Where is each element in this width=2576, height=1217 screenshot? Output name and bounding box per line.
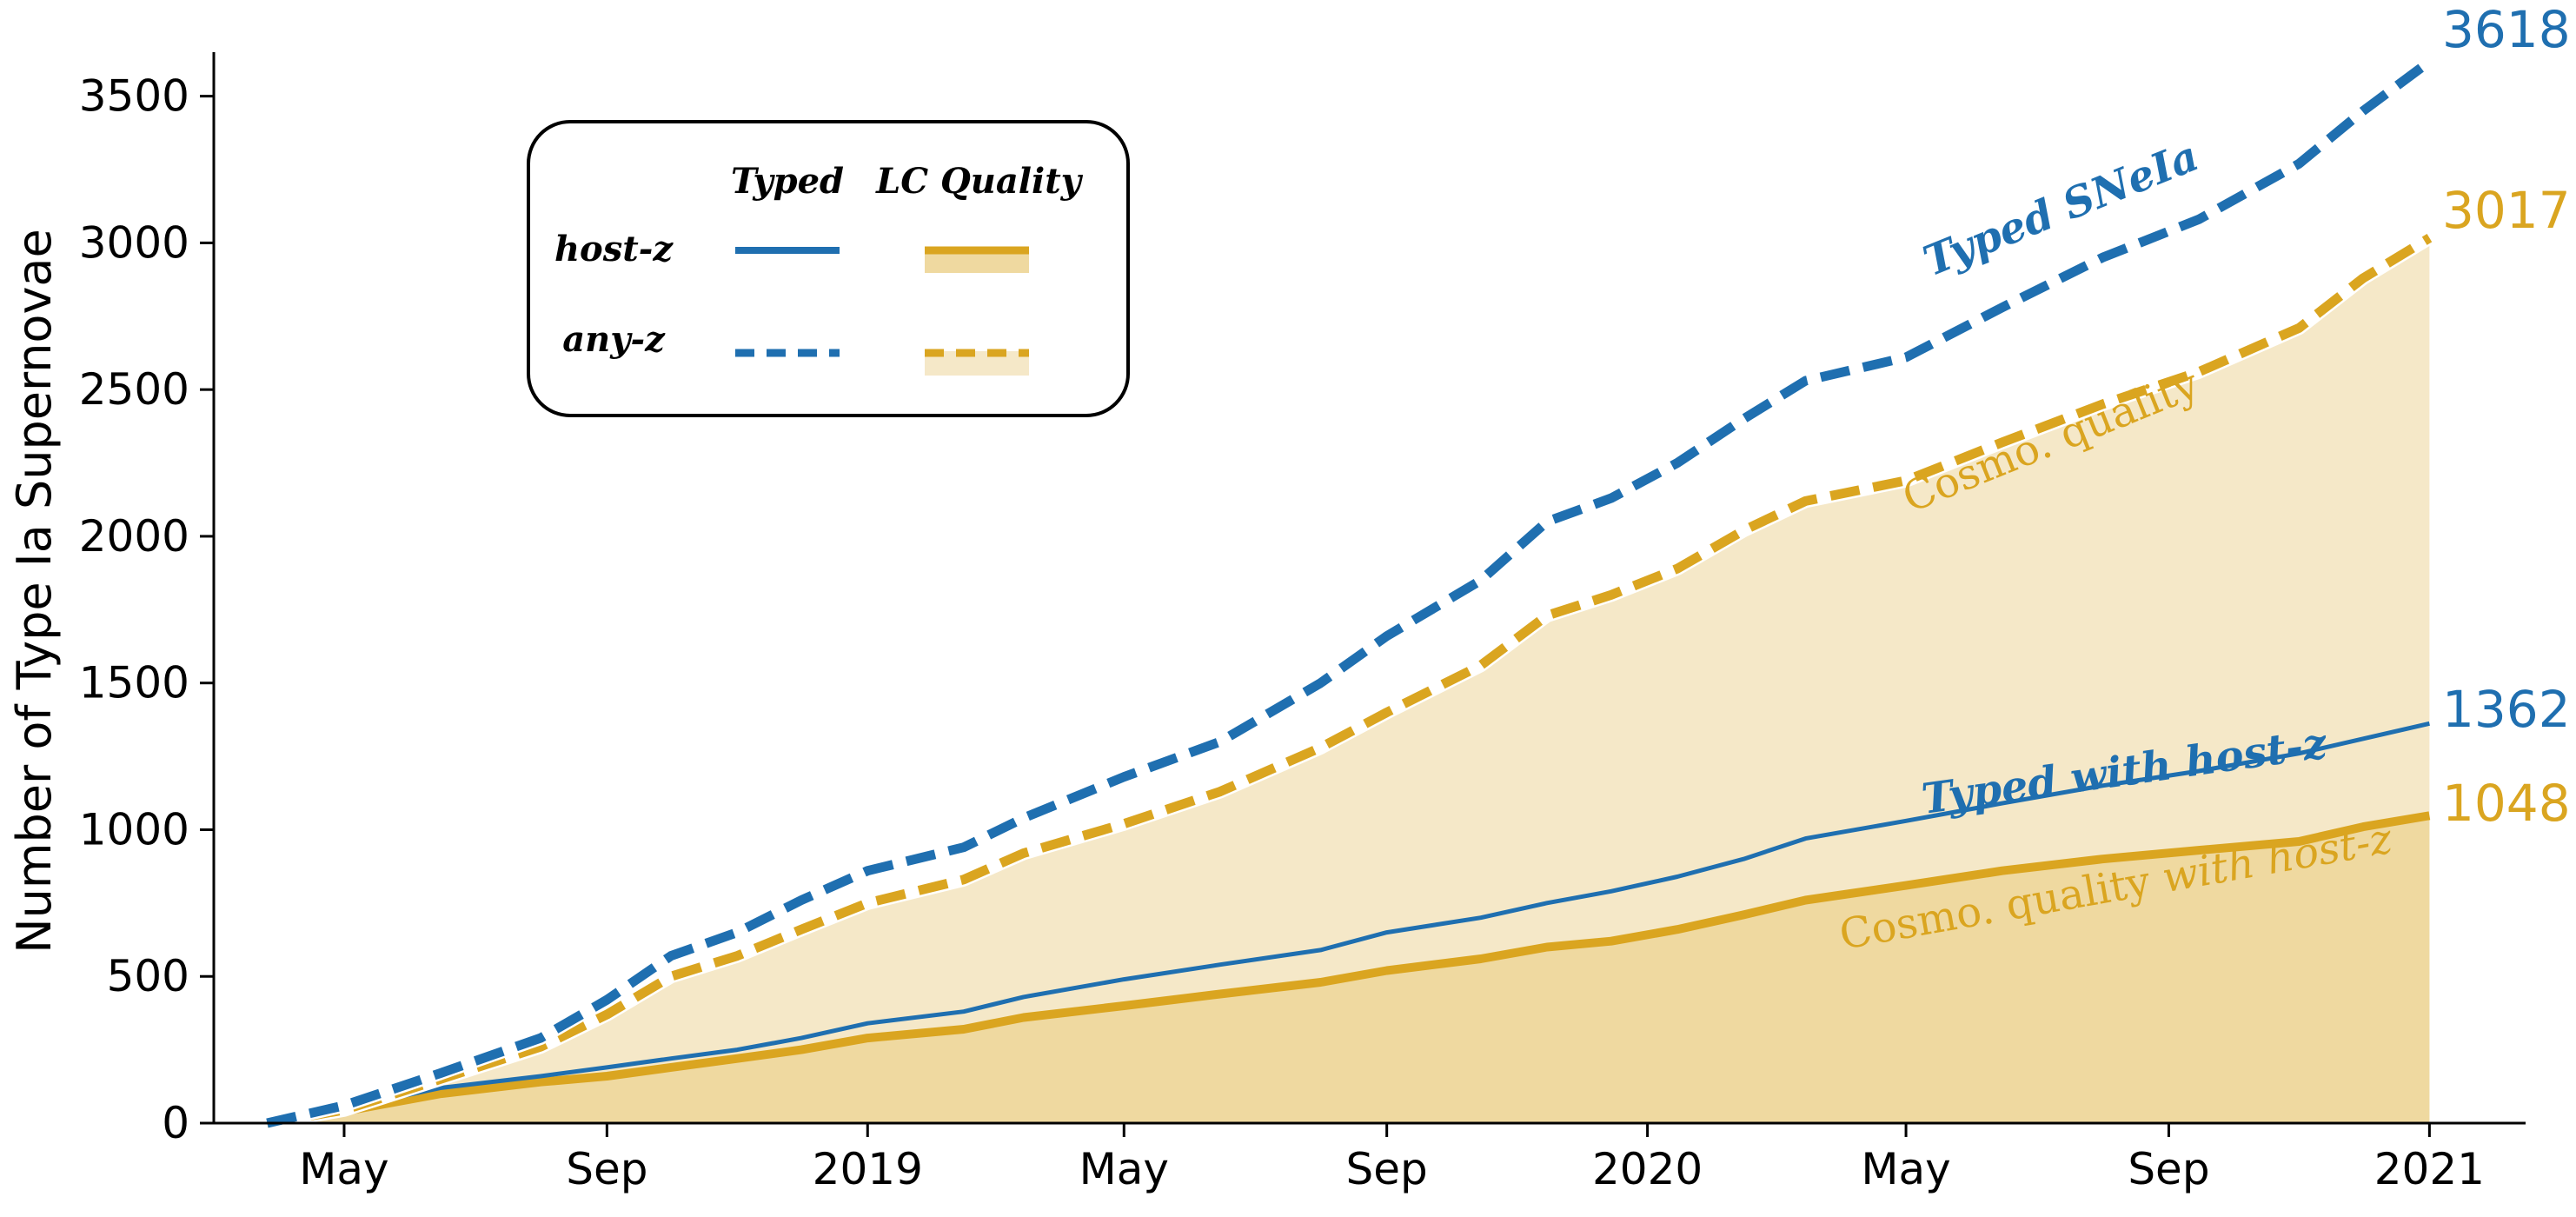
y-tick-label: 1500 — [79, 658, 189, 708]
end-label-cosmo-host-z: 1048 — [2442, 774, 2571, 833]
legend-row-any-z: any-z — [562, 319, 666, 360]
end-label-cosmo: 3017 — [2442, 181, 2571, 240]
x-tick-label: Sep — [566, 1144, 647, 1194]
series-lines — [265, 56, 2434, 1130]
x-tick-label: May — [299, 1144, 388, 1194]
series-line-typed — [266, 57, 2433, 1128]
x-tick-label: May — [1861, 1144, 1950, 1194]
y-tick-label: 2500 — [79, 364, 189, 415]
series-line-cosmo-quality — [266, 233, 2433, 1128]
legend: Typed LC Quality host-z any-z — [527, 120, 1130, 417]
y-tick-label: 2000 — [79, 511, 189, 562]
annotation-typed-snela: Typed SNeIa — [1917, 132, 2206, 287]
series-line-cosmo-host-z — [266, 811, 2431, 1127]
legend-row-host-z: host-z — [554, 229, 674, 269]
x-tick-label: 2019 — [813, 1144, 923, 1194]
legend-box — [527, 120, 1130, 417]
area-fill-cosmo-host-z — [267, 815, 2430, 1123]
y-tick-label: 500 — [107, 951, 189, 1001]
end-label-typed-host-z: 1362 — [2442, 680, 2571, 739]
x-ticks: May Sep 2019 May Sep 2020 May Sep 2021 — [299, 1123, 2485, 1194]
y-tick-label: 0 — [162, 1098, 189, 1148]
y-tick-label: 1000 — [79, 804, 189, 855]
axes — [212, 52, 2526, 1125]
y-axis-title: Number of Type Ia Supernovae — [7, 229, 62, 953]
y-tick-label: 3000 — [79, 217, 189, 268]
x-tick-label: 2021 — [2374, 1144, 2485, 1194]
legend-header-lc-quality: LC Quality — [875, 161, 1084, 202]
end-label-typed: 3618 — [2442, 0, 2571, 59]
legend-header-typed: Typed — [731, 161, 844, 202]
x-tick-label: Sep — [1346, 1144, 1428, 1194]
series-line-typed-host-z — [267, 721, 2430, 1126]
x-tick-label: 2020 — [1592, 1144, 1703, 1194]
y-ticks: 0 500 1000 1500 2000 2500 3000 3500 — [79, 71, 214, 1148]
x-tick-label: Sep — [2128, 1144, 2209, 1194]
area-fills — [267, 237, 2430, 1123]
x-tick-label: May — [1079, 1144, 1169, 1194]
y-tick-label: 3500 — [79, 71, 189, 122]
